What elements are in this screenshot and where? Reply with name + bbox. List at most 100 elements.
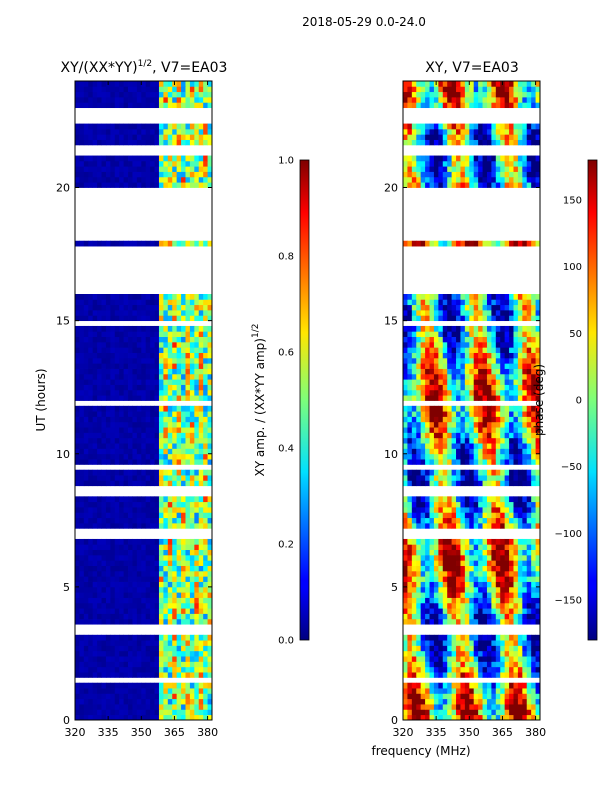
amplitude-cell [84,353,89,359]
amplitude-cell [97,598,102,604]
amplitude-cell [97,704,102,710]
phase-cell [452,672,457,678]
amplitude-cell [177,294,182,300]
phase-cell [531,448,536,454]
phase-cell [421,555,426,561]
phase-cell [421,374,426,380]
phase-cell [425,374,430,380]
phase-cell [513,645,518,651]
phase-cell [452,241,457,247]
phase-cell [425,182,430,188]
phase-cell [416,459,421,465]
amplitude-cell [119,416,124,422]
phase-cell [469,651,474,657]
amplitude-cell [203,241,208,247]
phase-cell [500,539,505,545]
amplitude-cell [119,582,124,588]
amplitude-cell [172,124,177,130]
amplitude-cell [194,645,199,651]
phase-cell [443,635,448,641]
phase-cell [487,539,492,545]
phase-cell [416,241,421,247]
phase-cell [412,422,417,428]
amplitude-cell [194,92,199,98]
amplitude-cell [190,651,195,657]
amplitude-cell [194,566,199,572]
amplitude-cell [150,608,155,614]
phase-cell [421,598,426,604]
amplitude-cell [75,560,80,566]
amplitude-cell [199,470,204,476]
amplitude-cell [181,614,186,620]
amplitude-cell [110,432,115,438]
amplitude-cell [194,358,199,364]
phase-cell [483,555,488,561]
amplitude-cell [185,683,190,689]
phase-cell [430,699,435,705]
amplitude-cell [190,672,195,678]
phase-cell [513,661,518,667]
amplitude-cell [155,512,160,518]
phase-cell [469,582,474,588]
phase-cell [407,587,412,593]
amplitude-cell [97,363,102,369]
phase-cell [487,326,492,332]
phase-cell [407,592,412,598]
amplitude-cell [172,134,177,140]
phase-cell [527,619,532,625]
phase-cell [483,454,488,460]
phase-cell [469,369,474,375]
amplitude-cell [185,709,190,715]
phase-cell [443,619,448,625]
phase-cell [469,635,474,641]
phase-cell [456,640,461,646]
phase-cell [460,182,465,188]
amplitude-cell [79,512,84,518]
phase-cell [465,614,470,620]
phase-cell [430,592,435,598]
amplitude-cell [106,331,111,337]
phase-cell [403,241,408,247]
amplitude-cell [155,443,160,449]
amplitude-cell [163,432,168,438]
phase-cell [483,241,488,247]
amplitude-cell [137,369,142,375]
phase-cell [469,507,474,513]
amplitude-cell [119,544,124,550]
phase-cell [421,182,426,188]
amplitude-cell [190,177,195,183]
phase-cell [522,635,527,641]
phase-cell [438,411,443,417]
phase-cell [430,608,435,614]
amplitude-cell [150,619,155,625]
amplitude-cell [93,539,98,545]
phase-cell [434,539,439,545]
phase-cell [416,651,421,657]
amplitude-cell [93,480,98,486]
phase-cell [487,544,492,550]
amplitude-cell [146,86,151,92]
phase-cell [531,353,536,359]
phase-cell [509,704,514,710]
phase-cell [447,667,452,673]
amplitude-cell [155,369,160,375]
amplitude-cell [102,438,107,444]
amplitude-cell [150,518,155,524]
phase-cell [531,582,536,588]
amplitude-cell [88,182,93,188]
phase-cell [500,512,505,518]
phase-cell [474,353,479,359]
phase-cell [430,693,435,699]
phase-cell [496,480,501,486]
amplitude-cell [75,496,80,502]
amplitude-cell [88,683,93,689]
phase-cell [403,177,408,183]
amplitude-cell [93,614,98,620]
amplitude-cell [110,305,115,311]
amplitude-cell [128,124,133,130]
amplitude-cell [199,560,204,566]
phase-cell [531,560,536,566]
amplitude-cell [110,523,115,529]
phase-cell [425,502,430,508]
amplitude-cell [190,241,195,247]
